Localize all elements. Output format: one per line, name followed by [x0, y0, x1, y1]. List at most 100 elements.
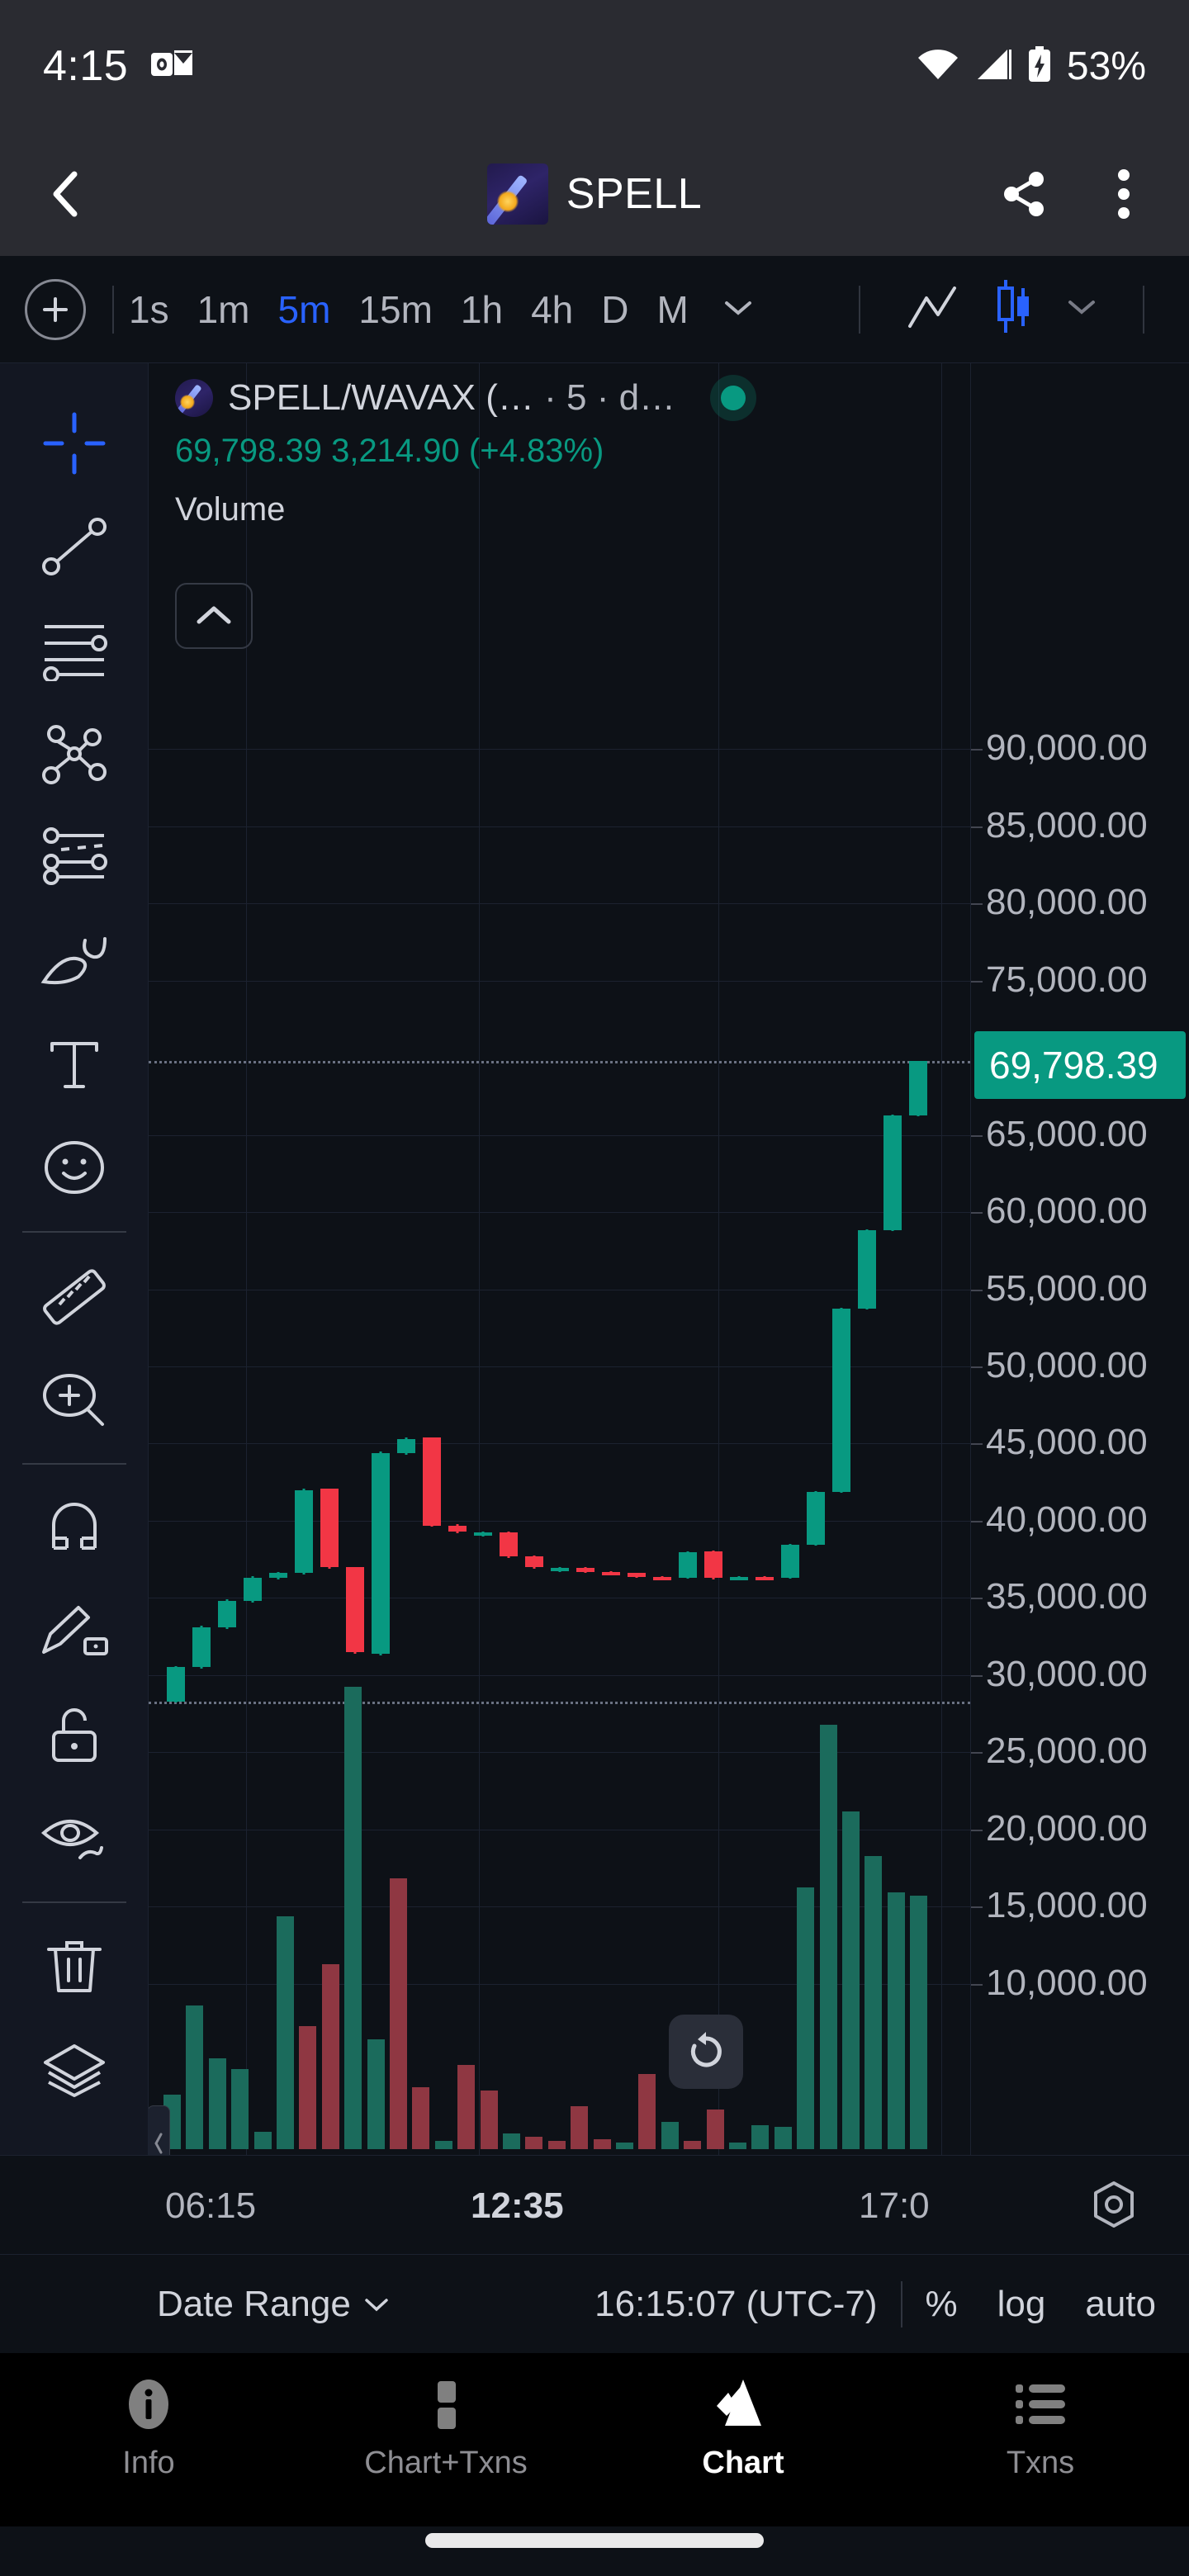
price-axis-tick: [971, 980, 983, 983]
text-icon: [50, 1041, 98, 1088]
candle: [679, 363, 697, 2155]
candle: [320, 363, 339, 2155]
timeframe-1m[interactable]: 1m: [197, 287, 250, 331]
emoji-tool[interactable]: [29, 1116, 120, 1219]
candle: [909, 363, 927, 2155]
time-tick-0: 06:15: [165, 2185, 257, 2226]
current-price-label[interactable]: 69,798.39: [974, 1030, 1186, 1099]
time-settings-button[interactable]: [1088, 2179, 1139, 2230]
timeframe-5m[interactable]: 5m: [277, 287, 331, 331]
remove-drawings-tool[interactable]: [29, 1915, 120, 2018]
tab-info[interactable]: Info: [0, 2375, 297, 2481]
volume-bar: [729, 2142, 746, 2149]
previous-close-line: [149, 1701, 970, 1704]
magnet-tool[interactable]: [29, 1476, 120, 1579]
overflow-menu-button[interactable]: [1095, 165, 1153, 223]
cellular-signal-icon: [974, 48, 1012, 85]
lock-drawings-tool[interactable]: [29, 1683, 120, 1786]
share-button[interactable]: [996, 165, 1054, 223]
timeframe-toolbar: 1s 1m 5m 15m 1h 4h D M: [0, 256, 1189, 363]
fib-retracement-tool[interactable]: [29, 806, 120, 909]
timeframe-4h[interactable]: 4h: [531, 287, 574, 331]
volume-bar: [797, 1887, 815, 2149]
candle: [858, 363, 876, 2155]
reset-chart-button[interactable]: [669, 2015, 743, 2089]
info-circle-icon: [119, 2375, 178, 2434]
stay-in-drawing-mode-tool[interactable]: [29, 1579, 120, 1683]
volume-bar: [547, 2140, 566, 2149]
log-scale-button[interactable]: log: [997, 2283, 1046, 2324]
time-axis[interactable]: 06:15 12:35 17:0: [0, 2155, 1189, 2254]
crosshair-tool[interactable]: [29, 391, 120, 495]
timeframe-15m[interactable]: 15m: [358, 287, 433, 331]
volume-bar: [208, 2058, 226, 2149]
text-tool[interactable]: [29, 1012, 120, 1115]
volume-bar: [774, 2127, 792, 2149]
gridline-horizontal: [149, 903, 970, 905]
back-chevron-icon: [53, 171, 78, 217]
candle-body: [218, 1601, 236, 1627]
candle-body: [192, 1627, 211, 1668]
legend-sep-1: ·: [544, 377, 557, 418]
timeframe-M[interactable]: M: [656, 287, 689, 331]
candle: [525, 363, 543, 2155]
gridline-horizontal: [149, 1752, 970, 1754]
measure-tool[interactable]: [29, 1244, 120, 1347]
line-chart-button[interactable]: [905, 282, 959, 337]
volume-bar: [661, 2121, 679, 2149]
price-axis-label: 60,000.00: [986, 1191, 1148, 1232]
price-axis-label: 50,000.00: [986, 1345, 1148, 1385]
candlestick-chart-button[interactable]: [989, 278, 1035, 340]
eye-icon: [40, 1819, 103, 1859]
candle: [346, 363, 364, 2155]
status-bar: 4:15: [0, 0, 1189, 132]
percent-scale-button[interactable]: %: [925, 2283, 958, 2324]
candle-body: [372, 1452, 390, 1654]
candle-body: [474, 1532, 492, 1536]
status-time: 4:15: [43, 42, 129, 90]
volume-series: [149, 1687, 954, 2149]
candlestick-series: [149, 363, 970, 2155]
add-indicator-button[interactable]: [25, 278, 86, 340]
legend-change-abs: 3,214.90: [331, 433, 460, 469]
date-range-button[interactable]: Date Range: [157, 2284, 391, 2325]
object-tree-tool[interactable]: [29, 2019, 120, 2122]
volume-bar: [253, 2132, 272, 2149]
timeframe-D[interactable]: D: [601, 287, 629, 331]
price-axis-label: 15,000.00: [986, 1885, 1148, 1926]
auto-scale-button[interactable]: auto: [1085, 2283, 1156, 2324]
timeframe-list: 1s 1m 5m 15m 1h 4h D M: [129, 287, 755, 332]
hide-drawings-tool[interactable]: [29, 1787, 120, 1890]
candle: [218, 363, 236, 2155]
collapse-pane-button[interactable]: [175, 583, 253, 649]
chart-legend: SPELL/WAVAX (… · 5 · d… 69,798.39 3,214.…: [175, 375, 757, 528]
back-button[interactable]: [36, 165, 94, 223]
chart-type-more-button[interactable]: [1065, 297, 1098, 321]
zoom-in-tool[interactable]: [29, 1347, 120, 1451]
chevron-down-icon[interactable]: [722, 293, 755, 325]
candle-body: [653, 1577, 671, 1581]
tab-chart[interactable]: Chart: [594, 2375, 892, 2481]
tab-txns[interactable]: Txns: [892, 2375, 1189, 2481]
candle: [423, 363, 441, 2155]
timeframe-1h[interactable]: 1h: [460, 287, 504, 331]
pitchfork-tool[interactable]: [29, 702, 120, 805]
spell-token-logo: [486, 163, 548, 225]
drawing-toolbar: [0, 363, 149, 2155]
timeframe-1s[interactable]: 1s: [129, 287, 169, 331]
price-axis[interactable]: 90,000.00 85,000.00 80,000.00 75,000.00 65,0…: [970, 363, 1189, 2155]
trend-line-tool[interactable]: [29, 495, 120, 598]
pane-resize-handle[interactable]: [149, 2105, 170, 2155]
candle: [500, 363, 518, 2155]
chart-canvas[interactable]: SPELL/WAVAX (… · 5 · d… 69,798.39 3,214.…: [149, 363, 970, 2155]
status-bar-right: 53%: [917, 44, 1146, 89]
horizontal-channel-tool[interactable]: [29, 599, 120, 702]
header-actions: [996, 165, 1153, 223]
battery-percent: 53%: [1066, 44, 1146, 88]
reset-chart-icon: [690, 2032, 722, 2067]
price-axis-tick: [971, 1212, 983, 1215]
tab-chart-txns[interactable]: Chart+Txns: [297, 2375, 594, 2481]
brush-tool[interactable]: [29, 909, 120, 1012]
candle: [832, 363, 850, 2155]
legend-title-row[interactable]: SPELL/WAVAX (… · 5 · d…: [175, 375, 757, 421]
